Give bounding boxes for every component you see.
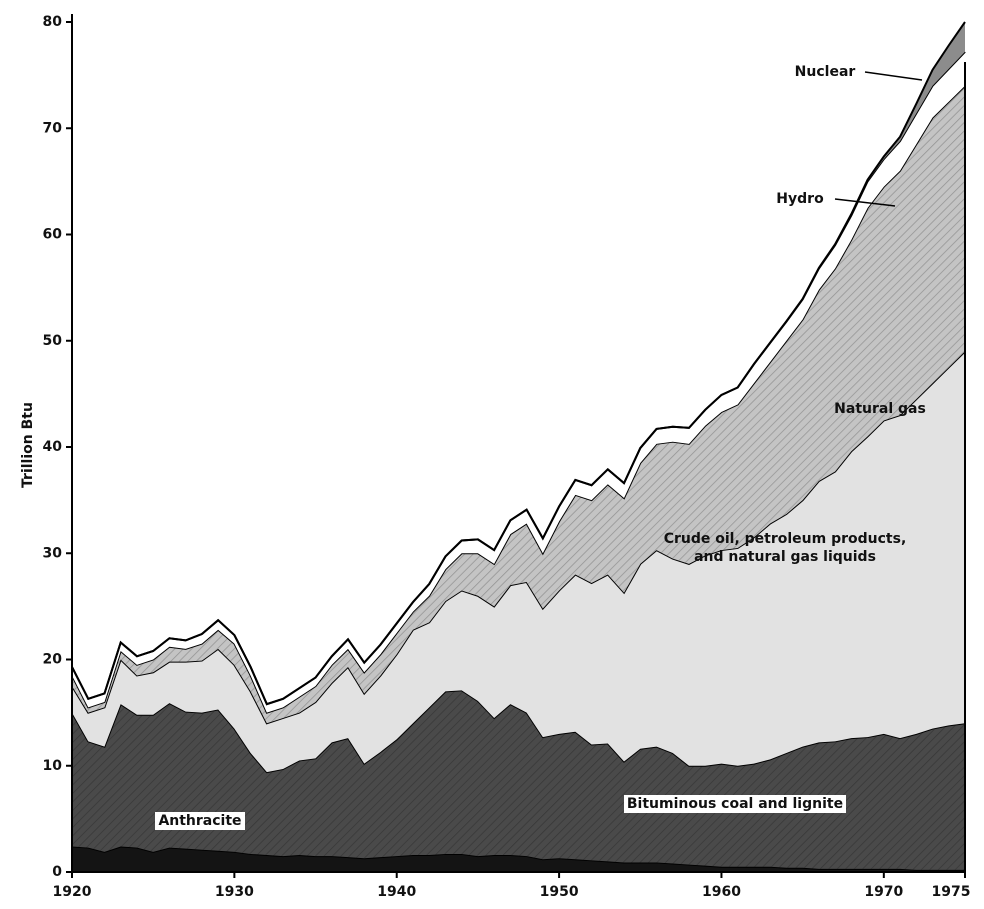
area-top-line xyxy=(71,845,965,871)
y-tick-label: 0 xyxy=(52,864,62,880)
y-tick-label: 10 xyxy=(43,758,63,774)
series-label: Hydro xyxy=(765,190,835,208)
area-fill xyxy=(72,51,965,713)
x-tick-label: 1930 xyxy=(215,884,254,900)
area-top-line xyxy=(71,21,966,706)
series-label: Bituminous coal and lignite xyxy=(600,795,870,813)
series-label-text: Anthracite xyxy=(155,812,245,830)
x-tick-label: 1970 xyxy=(864,884,903,900)
series-label-box: Hydro xyxy=(765,190,835,208)
y-tick-label: 70 xyxy=(43,120,63,136)
series-label-text: Hydro xyxy=(776,191,824,207)
x-tick-label: 1975 xyxy=(932,884,971,900)
area-top-line xyxy=(71,85,966,714)
series-label: Natural gas xyxy=(810,400,950,418)
x-tick-label: 1920 xyxy=(53,884,92,900)
series-label-text: Bituminous coal and lignite xyxy=(623,795,847,813)
y-tick-label: 20 xyxy=(43,652,63,668)
area-top-line xyxy=(71,350,966,725)
area-fill xyxy=(72,351,965,773)
y-tick-label: 40 xyxy=(43,439,63,455)
series-label-text: Crude oil, petroleum products, and natur… xyxy=(663,531,907,565)
series-label: Anthracite xyxy=(140,812,260,830)
x-tick-label: 1960 xyxy=(702,884,741,900)
y-tick-label: 50 xyxy=(43,333,63,349)
area-texture xyxy=(72,85,965,724)
leader-line xyxy=(864,71,923,81)
x-tick-label: 1940 xyxy=(377,884,416,900)
series-label-box: Natural gas xyxy=(810,400,950,418)
series-label-text: Natural gas xyxy=(834,401,926,417)
series-label-box: Nuclear xyxy=(785,63,865,81)
area-fill xyxy=(72,846,965,872)
series-label: Crude oil, petroleum products, and natur… xyxy=(660,530,910,566)
series-label-box: Crude oil, petroleum products, and natur… xyxy=(660,530,910,566)
series-label-box: Anthracite xyxy=(140,812,260,830)
leader-line xyxy=(834,198,896,207)
y-tick-label: 30 xyxy=(43,545,63,561)
area-texture xyxy=(72,690,965,870)
y-tick-label: 60 xyxy=(43,227,63,243)
series-label-text: Nuclear xyxy=(794,64,856,80)
y-tick-label: 80 xyxy=(43,14,63,30)
series-label-box: Bituminous coal and lignite xyxy=(600,795,870,813)
y-axis-label: Trillion Btu xyxy=(20,402,36,488)
x-tick-label: 1950 xyxy=(540,884,579,900)
series-label: Nuclear xyxy=(785,63,865,81)
